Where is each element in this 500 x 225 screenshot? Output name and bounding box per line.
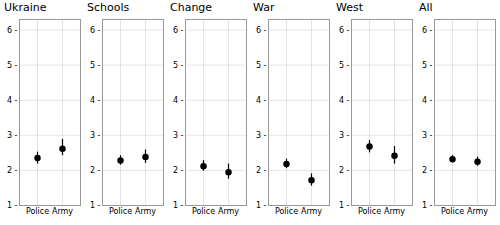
svg-text:1 -: 1 - — [90, 201, 101, 210]
svg-text:1 -: 1 - — [173, 201, 184, 210]
svg-text:2 -: 2 - — [7, 166, 18, 175]
svg-text:Army: Army — [467, 207, 488, 216]
svg-text:5 -: 5 - — [256, 61, 267, 70]
svg-text:4 -: 4 - — [339, 96, 350, 105]
svg-text:Police: Police — [109, 207, 132, 216]
svg-text:Police: Police — [26, 207, 49, 216]
svg-text:3 -: 3 - — [422, 131, 433, 140]
svg-text:4 -: 4 - — [173, 96, 184, 105]
svg-text:5 -: 5 - — [90, 61, 101, 70]
svg-text:3 -: 3 - — [7, 131, 18, 140]
svg-text:1 -: 1 - — [256, 201, 267, 210]
svg-text:Army: Army — [301, 207, 322, 216]
svg-text:4 -: 4 - — [256, 96, 267, 105]
svg-text:5 -: 5 - — [339, 61, 350, 70]
svg-text:3 -: 3 - — [339, 131, 350, 140]
svg-text:1 -: 1 - — [7, 201, 18, 210]
svg-text:4 -: 4 - — [422, 96, 433, 105]
svg-text:4 -: 4 - — [7, 96, 18, 105]
html-text:West: West — [336, 1, 363, 14]
svg-text:Army: Army — [218, 207, 239, 216]
svg-text:1 -: 1 - — [422, 201, 433, 210]
svg-text:2 -: 2 - — [256, 166, 267, 175]
svg-text:2 -: 2 - — [422, 166, 433, 175]
html-text:War: War — [253, 1, 275, 14]
svg-text:2 -: 2 - — [339, 166, 350, 175]
svg-text:6 -: 6 - — [339, 26, 350, 35]
svg-text:6 -: 6 - — [256, 26, 267, 35]
html-text:Schools: Schools — [87, 1, 130, 14]
svg-text:3 -: 3 - — [256, 131, 267, 140]
svg-text:3 -: 3 - — [173, 131, 184, 140]
svg-text:Army: Army — [135, 207, 156, 216]
svg-text:6 -: 6 - — [7, 26, 18, 35]
svg-text:Police: Police — [275, 207, 298, 216]
svg-text:Police: Police — [441, 207, 464, 216]
svg-text:2 -: 2 - — [173, 166, 184, 175]
html-text:Change: Change — [170, 1, 213, 14]
svg-text:Police: Police — [358, 207, 381, 216]
svg-text:2 -: 2 - — [90, 166, 101, 175]
svg-text:4 -: 4 - — [90, 96, 101, 105]
svg-text:Army: Army — [384, 207, 405, 216]
svg-text:1 -: 1 - — [339, 201, 350, 210]
svg-text:6 -: 6 - — [173, 26, 184, 35]
svg-text:3 -: 3 - — [90, 131, 101, 140]
svg-text:5 -: 5 - — [173, 61, 184, 70]
html-text:Ukraine: Ukraine — [4, 1, 47, 14]
svg-text:6 -: 6 - — [422, 26, 433, 35]
svg-text:Police: Police — [192, 207, 215, 216]
svg-text:5 -: 5 - — [422, 61, 433, 70]
svg-text:Army: Army — [52, 207, 73, 216]
svg-text:5 -: 5 - — [7, 61, 18, 70]
svg-text:6 -: 6 - — [90, 26, 101, 35]
html-text:All: All — [419, 1, 433, 14]
